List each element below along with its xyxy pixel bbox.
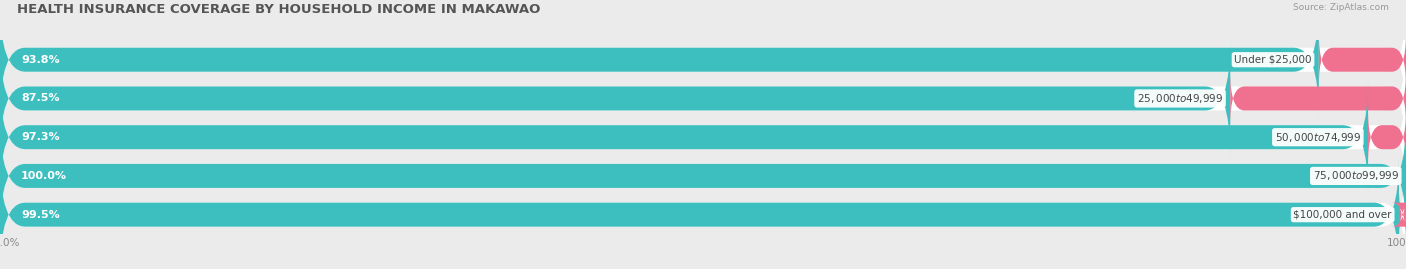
FancyBboxPatch shape bbox=[1319, 33, 1406, 86]
FancyBboxPatch shape bbox=[0, 41, 1230, 156]
Text: Under $25,000: Under $25,000 bbox=[1234, 55, 1312, 65]
FancyBboxPatch shape bbox=[0, 2, 1406, 118]
FancyBboxPatch shape bbox=[0, 79, 1406, 195]
FancyBboxPatch shape bbox=[0, 79, 1368, 195]
Text: $50,000 to $74,999: $50,000 to $74,999 bbox=[1275, 131, 1361, 144]
Text: $25,000 to $49,999: $25,000 to $49,999 bbox=[1137, 92, 1223, 105]
Text: 99.5%: 99.5% bbox=[21, 210, 60, 220]
Text: 87.5%: 87.5% bbox=[21, 93, 59, 104]
FancyBboxPatch shape bbox=[0, 118, 1406, 234]
Text: Source: ZipAtlas.com: Source: ZipAtlas.com bbox=[1294, 3, 1389, 12]
Text: 100.0%: 100.0% bbox=[21, 171, 67, 181]
Text: $75,000 to $99,999: $75,000 to $99,999 bbox=[1313, 169, 1399, 182]
FancyBboxPatch shape bbox=[0, 157, 1399, 269]
FancyBboxPatch shape bbox=[1230, 72, 1406, 125]
FancyBboxPatch shape bbox=[0, 118, 1406, 234]
Text: 97.3%: 97.3% bbox=[21, 132, 59, 142]
Text: $100,000 and over: $100,000 and over bbox=[1294, 210, 1392, 220]
Text: 93.8%: 93.8% bbox=[21, 55, 59, 65]
FancyBboxPatch shape bbox=[0, 41, 1406, 156]
FancyBboxPatch shape bbox=[0, 157, 1406, 269]
FancyBboxPatch shape bbox=[1368, 111, 1406, 164]
FancyBboxPatch shape bbox=[1392, 188, 1406, 241]
FancyBboxPatch shape bbox=[0, 2, 1319, 118]
Text: HEALTH INSURANCE COVERAGE BY HOUSEHOLD INCOME IN MAKAWAO: HEALTH INSURANCE COVERAGE BY HOUSEHOLD I… bbox=[17, 3, 540, 16]
